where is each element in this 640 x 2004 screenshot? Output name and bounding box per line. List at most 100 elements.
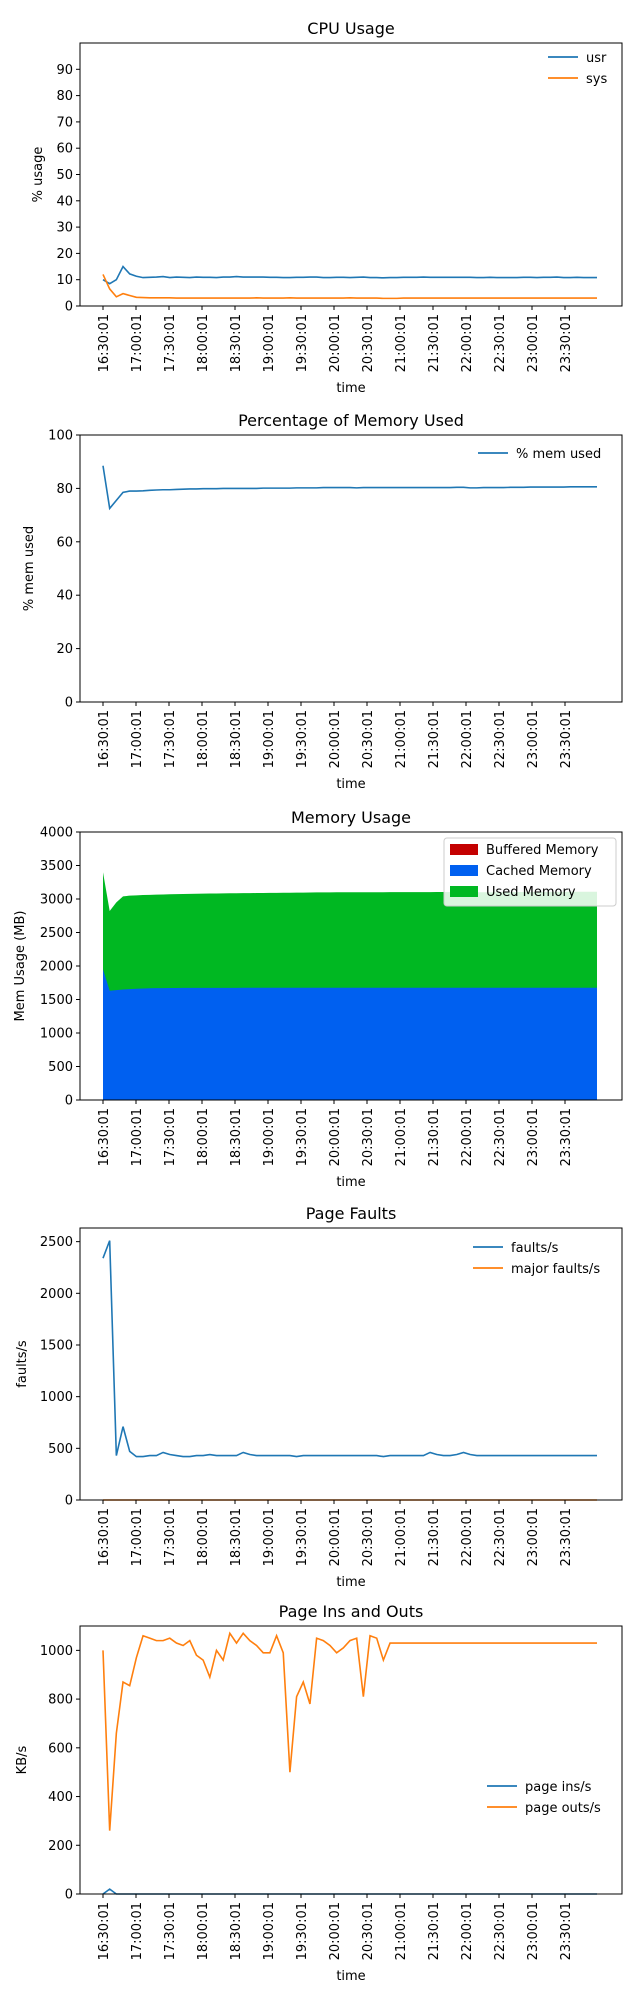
plot-frame xyxy=(79,1227,623,1501)
y-tick-label: 2500 xyxy=(40,926,73,941)
legend-label: % mem used xyxy=(516,447,601,462)
x-tick-label: 19:00:01 xyxy=(262,710,277,768)
x-tick-label: 21:00:01 xyxy=(394,314,409,372)
legend-label: sys xyxy=(586,72,607,87)
y-tick-label: 0 xyxy=(65,1888,73,1903)
y-tick-label: 80 xyxy=(56,89,73,104)
legend-box xyxy=(443,837,617,907)
x-tick-label: 18:30:01 xyxy=(229,314,244,372)
series-line-sys xyxy=(102,274,597,300)
x-tick-label: 22:00:01 xyxy=(460,1508,475,1566)
y-tick-label: 600 xyxy=(48,1741,73,1756)
x-tick-label: 22:30:01 xyxy=(493,710,508,768)
chart-cpu: CPU Usage 0 10 20 30 40 50 60 70 80 90 16:30:01 17:0… xyxy=(31,19,623,396)
x-tick-label: 23:00:01 xyxy=(526,1108,541,1166)
legend-label: usr xyxy=(586,51,607,66)
x-axis-label: time xyxy=(336,777,365,792)
x-tick-label: 21:30:01 xyxy=(427,314,442,372)
x-tick-label: 22:30:01 xyxy=(493,1902,508,1960)
y-tick-label: 0 xyxy=(65,1094,73,1109)
x-tick-label: 17:30:01 xyxy=(163,1508,178,1566)
chart-title: Page Ins and Outs xyxy=(279,1602,424,1621)
x-tick-label: 16:30:01 xyxy=(97,1902,112,1960)
x-tick-label: 16:30:01 xyxy=(97,1108,112,1166)
y-tick-label: 400 xyxy=(48,1790,73,1805)
chart-title: Memory Usage xyxy=(291,808,411,827)
legend-label: faults/s xyxy=(511,1241,559,1256)
x-tick-label: 23:30:01 xyxy=(559,710,574,768)
y-tick-label: 1500 xyxy=(40,1338,73,1353)
x-tick-label: 21:30:01 xyxy=(427,1108,442,1166)
x-tick-label: 22:30:01 xyxy=(493,314,508,372)
y-tick-label: 800 xyxy=(48,1693,73,1708)
x-tick-label: 17:30:01 xyxy=(163,1108,178,1166)
y-tick-label: 40 xyxy=(56,194,73,209)
x-tick-label: 21:00:01 xyxy=(394,710,409,768)
y-tick-label: 20 xyxy=(56,247,73,262)
y-axis-label: % usage xyxy=(31,147,46,203)
x-tick-label: 21:00:01 xyxy=(394,1508,409,1566)
x-tick-label: 19:30:01 xyxy=(295,1902,310,1960)
y-tick-label: 70 xyxy=(56,115,73,130)
y-tick-label: 1000 xyxy=(40,1390,73,1405)
y-tick-label: 0 xyxy=(65,696,73,711)
x-tick-label: 23:00:01 xyxy=(526,1902,541,1960)
y-tick-label: 1500 xyxy=(40,993,73,1008)
x-tick-label: 20:00:01 xyxy=(328,710,343,768)
x-tick-label: 18:00:01 xyxy=(196,1108,211,1166)
legend-swatch xyxy=(450,886,478,897)
y-tick-label: 10 xyxy=(56,273,73,288)
x-tick-label: 17:30:01 xyxy=(163,1902,178,1960)
chart-memusage: Memory Usage 0 500 1000 1500 2000 2500 3000 3500… xyxy=(13,808,623,1190)
x-tick-label: 16:30:01 xyxy=(97,314,112,372)
legend-label: page outs/s xyxy=(525,1801,601,1816)
plot-frame xyxy=(79,1625,623,1895)
x-tick-label: 19:30:01 xyxy=(295,314,310,372)
y-axis-label: Mem Usage (MB) xyxy=(13,911,28,1022)
y-tick-label: 200 xyxy=(48,1839,73,1854)
legend-label: Used Memory xyxy=(486,885,576,900)
y-tick-label: 60 xyxy=(56,535,73,550)
x-tick-label: 17:30:01 xyxy=(163,314,178,372)
y-tick-label: 2000 xyxy=(40,960,73,975)
x-tick-label: 21:00:01 xyxy=(394,1902,409,1960)
plot-frame xyxy=(79,434,623,703)
x-axis-label: time xyxy=(336,1175,365,1190)
x-tick-label: 18:00:01 xyxy=(196,710,211,768)
x-tick-label: 21:00:01 xyxy=(394,1108,409,1166)
x-tick-label: 17:00:01 xyxy=(130,1508,145,1566)
x-axis-label: time xyxy=(336,1575,365,1590)
x-tick-label: 18:30:01 xyxy=(229,1508,244,1566)
y-tick-label: 50 xyxy=(56,168,73,183)
x-tick-label: 19:00:01 xyxy=(262,314,277,372)
y-axis-label: % mem used xyxy=(22,526,37,611)
x-tick-label: 19:30:01 xyxy=(295,710,310,768)
area-cached-memory xyxy=(103,969,597,1100)
legend-label: page ins/s xyxy=(525,1780,592,1795)
x-tick-label: 18:00:01 xyxy=(196,314,211,372)
x-tick-label: 16:30:01 xyxy=(97,1508,112,1566)
x-tick-label: 17:00:01 xyxy=(130,1108,145,1166)
y-axis-label: KB/s xyxy=(15,1745,30,1774)
y-tick-label: 40 xyxy=(56,589,73,604)
x-tick-label: 23:30:01 xyxy=(559,314,574,372)
legend-label: Cached Memory xyxy=(486,864,592,879)
x-tick-label: 17:00:01 xyxy=(130,1902,145,1960)
y-tick-label: 2500 xyxy=(40,1235,73,1250)
y-tick-label: 100 xyxy=(48,429,73,444)
y-tick-label: 500 xyxy=(48,1442,73,1457)
x-tick-label: 17:00:01 xyxy=(130,314,145,372)
y-tick-label: 1000 xyxy=(40,1027,73,1042)
x-tick-label: 22:00:01 xyxy=(460,1902,475,1960)
x-tick-label: 23:30:01 xyxy=(559,1508,574,1566)
y-axis-label: faults/s xyxy=(15,1340,30,1388)
x-tick-label: 18:30:01 xyxy=(229,710,244,768)
plot-frame xyxy=(79,42,623,307)
x-tick-label: 18:30:01 xyxy=(229,1108,244,1166)
x-tick-label: 20:00:01 xyxy=(328,1508,343,1566)
y-tick-label: 2000 xyxy=(40,1287,73,1302)
y-tick-label: 30 xyxy=(56,221,73,236)
x-tick-label: 22:00:01 xyxy=(460,314,475,372)
chart-title: Page Faults xyxy=(306,1204,397,1223)
